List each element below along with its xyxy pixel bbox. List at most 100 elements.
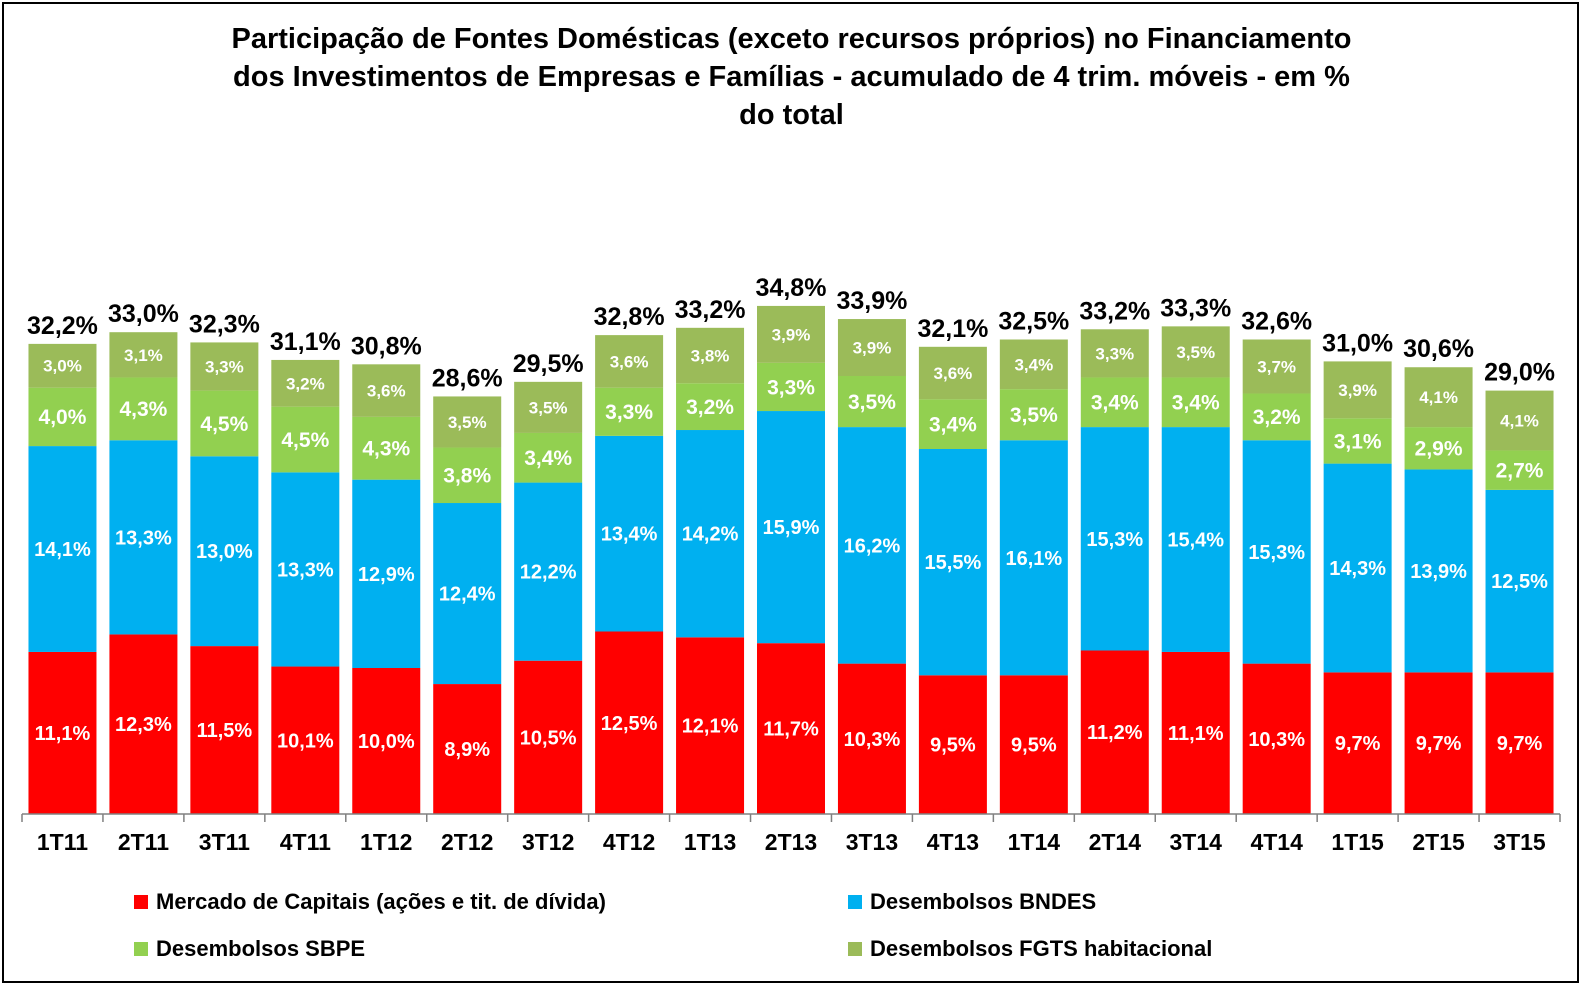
data-label: 3,9% — [853, 338, 892, 357]
bar-segment — [514, 660, 583, 814]
bar-segment — [1404, 367, 1473, 428]
x-tick-label: 2T11 — [118, 829, 169, 855]
bar-segment — [918, 449, 987, 676]
data-label: 3,2% — [686, 396, 734, 419]
x-tick-label: 3T11 — [199, 829, 250, 855]
total-label: 34,8% — [756, 274, 827, 302]
data-label: 4,1% — [1500, 411, 1539, 430]
bar-segment — [1080, 377, 1149, 428]
legend-swatch-blue — [848, 895, 862, 909]
bar-segment — [352, 364, 421, 417]
data-label: 4,0% — [39, 406, 87, 429]
bar-segment — [918, 399, 987, 449]
data-label: 3,3% — [1095, 344, 1134, 363]
legend-swatch-olive — [848, 942, 862, 956]
chart-title-line-3: do total — [739, 99, 844, 131]
bar-segment — [514, 432, 583, 483]
bar-segment — [1242, 663, 1311, 814]
bar-segment — [190, 342, 259, 391]
bar-segment — [1485, 672, 1554, 814]
x-axis-ticks — [21, 814, 1561, 822]
bar-segment — [28, 343, 97, 388]
bar-segment — [1323, 463, 1392, 673]
data-label: 3,9% — [1338, 381, 1377, 400]
bar-segment — [28, 387, 97, 447]
data-label: 12,3% — [115, 714, 172, 736]
total-label: 29,0% — [1484, 359, 1555, 387]
bar-segment — [837, 663, 906, 814]
total-label: 33,3% — [1160, 294, 1231, 322]
data-label: 11,1% — [35, 723, 91, 745]
data-label: 14,2% — [682, 524, 739, 546]
bar-segment — [837, 376, 906, 428]
data-label: 8,9% — [444, 739, 490, 761]
bar-segment — [1485, 390, 1554, 451]
total-label: 32,1% — [917, 315, 988, 343]
legend-label: Desembolsos FGTS habitacional — [870, 936, 1213, 961]
bar-segment — [271, 472, 340, 667]
legend-item-bndes: Desembolsos BNDES — [848, 889, 1096, 915]
bar-segment — [109, 440, 178, 635]
data-label: 3,5% — [1176, 343, 1215, 362]
x-tick-label: 1T14 — [1008, 829, 1061, 855]
bar-segment — [595, 335, 664, 388]
data-label: 16,1% — [1005, 548, 1062, 570]
chart-title-line-2: dos Investimentos de Empresas e Famílias… — [233, 61, 1350, 93]
bar-segment — [352, 416, 421, 480]
data-label: 4,5% — [281, 429, 329, 452]
data-label: 14,3% — [1329, 558, 1386, 580]
bar-segment — [1080, 650, 1149, 814]
x-tick-label: 1T12 — [360, 829, 412, 855]
data-label: 3,7% — [1257, 357, 1296, 376]
total-label: 28,6% — [432, 364, 503, 392]
data-label: 9,5% — [930, 735, 976, 757]
x-tick-label: 1T13 — [684, 829, 736, 855]
x-tick-label: 4T13 — [927, 829, 979, 855]
data-label: 4,5% — [200, 413, 248, 436]
bar-segment — [352, 668, 421, 814]
bar-segment — [1404, 427, 1473, 470]
data-label: 11,1% — [1168, 723, 1224, 745]
data-label: 3,6% — [367, 382, 406, 401]
data-label: 11,5% — [197, 720, 253, 742]
data-label: 3,5% — [1010, 404, 1058, 427]
bar-segment — [109, 377, 178, 441]
x-tick-label: 2T15 — [1412, 829, 1465, 855]
data-label: 15,5% — [925, 552, 982, 574]
data-label: 4,3% — [119, 398, 167, 421]
data-label: 3,1% — [1334, 430, 1382, 453]
data-label: 12,9% — [358, 564, 415, 586]
x-tick-label: 2T14 — [1089, 829, 1142, 855]
bar-segment — [1161, 326, 1230, 378]
total-label: 31,0% — [1322, 329, 1393, 357]
data-label: 3,4% — [1172, 392, 1220, 415]
bar-segment — [1323, 418, 1392, 464]
data-label: 12,1% — [682, 716, 739, 738]
data-label: 14,1% — [34, 539, 91, 561]
total-label: 33,0% — [108, 300, 179, 328]
x-tick-label: 1T15 — [1331, 829, 1384, 855]
data-label: 10,3% — [1248, 729, 1305, 751]
bar-segment — [28, 446, 97, 652]
data-label: 16,2% — [844, 535, 901, 557]
bar-segment — [595, 435, 664, 632]
total-label: 29,5% — [513, 350, 584, 378]
chart-title-line-1: Participação de Fontes Domésticas (excet… — [231, 23, 1352, 55]
data-label: 3,2% — [286, 374, 325, 393]
legend-item-sbpe: Desembolsos SBPE — [134, 936, 365, 962]
total-label: 30,6% — [1403, 335, 1474, 363]
data-label: 13,3% — [115, 527, 172, 549]
bar-segment — [595, 387, 664, 436]
data-label: 3,4% — [1091, 392, 1139, 415]
data-label: 4,3% — [362, 438, 410, 461]
data-label: 11,2% — [1087, 722, 1143, 744]
bar-segment — [1323, 361, 1392, 419]
total-label: 32,5% — [998, 308, 1069, 336]
bar-segment — [1485, 489, 1554, 673]
bar-segment — [757, 305, 825, 363]
data-label: 9,7% — [1416, 733, 1462, 755]
legend-item-fgts: Desembolsos FGTS habitacional — [848, 936, 1212, 962]
x-tick-label: 4T12 — [603, 829, 655, 855]
bar-segment — [676, 327, 745, 384]
bar-segment — [676, 383, 745, 431]
